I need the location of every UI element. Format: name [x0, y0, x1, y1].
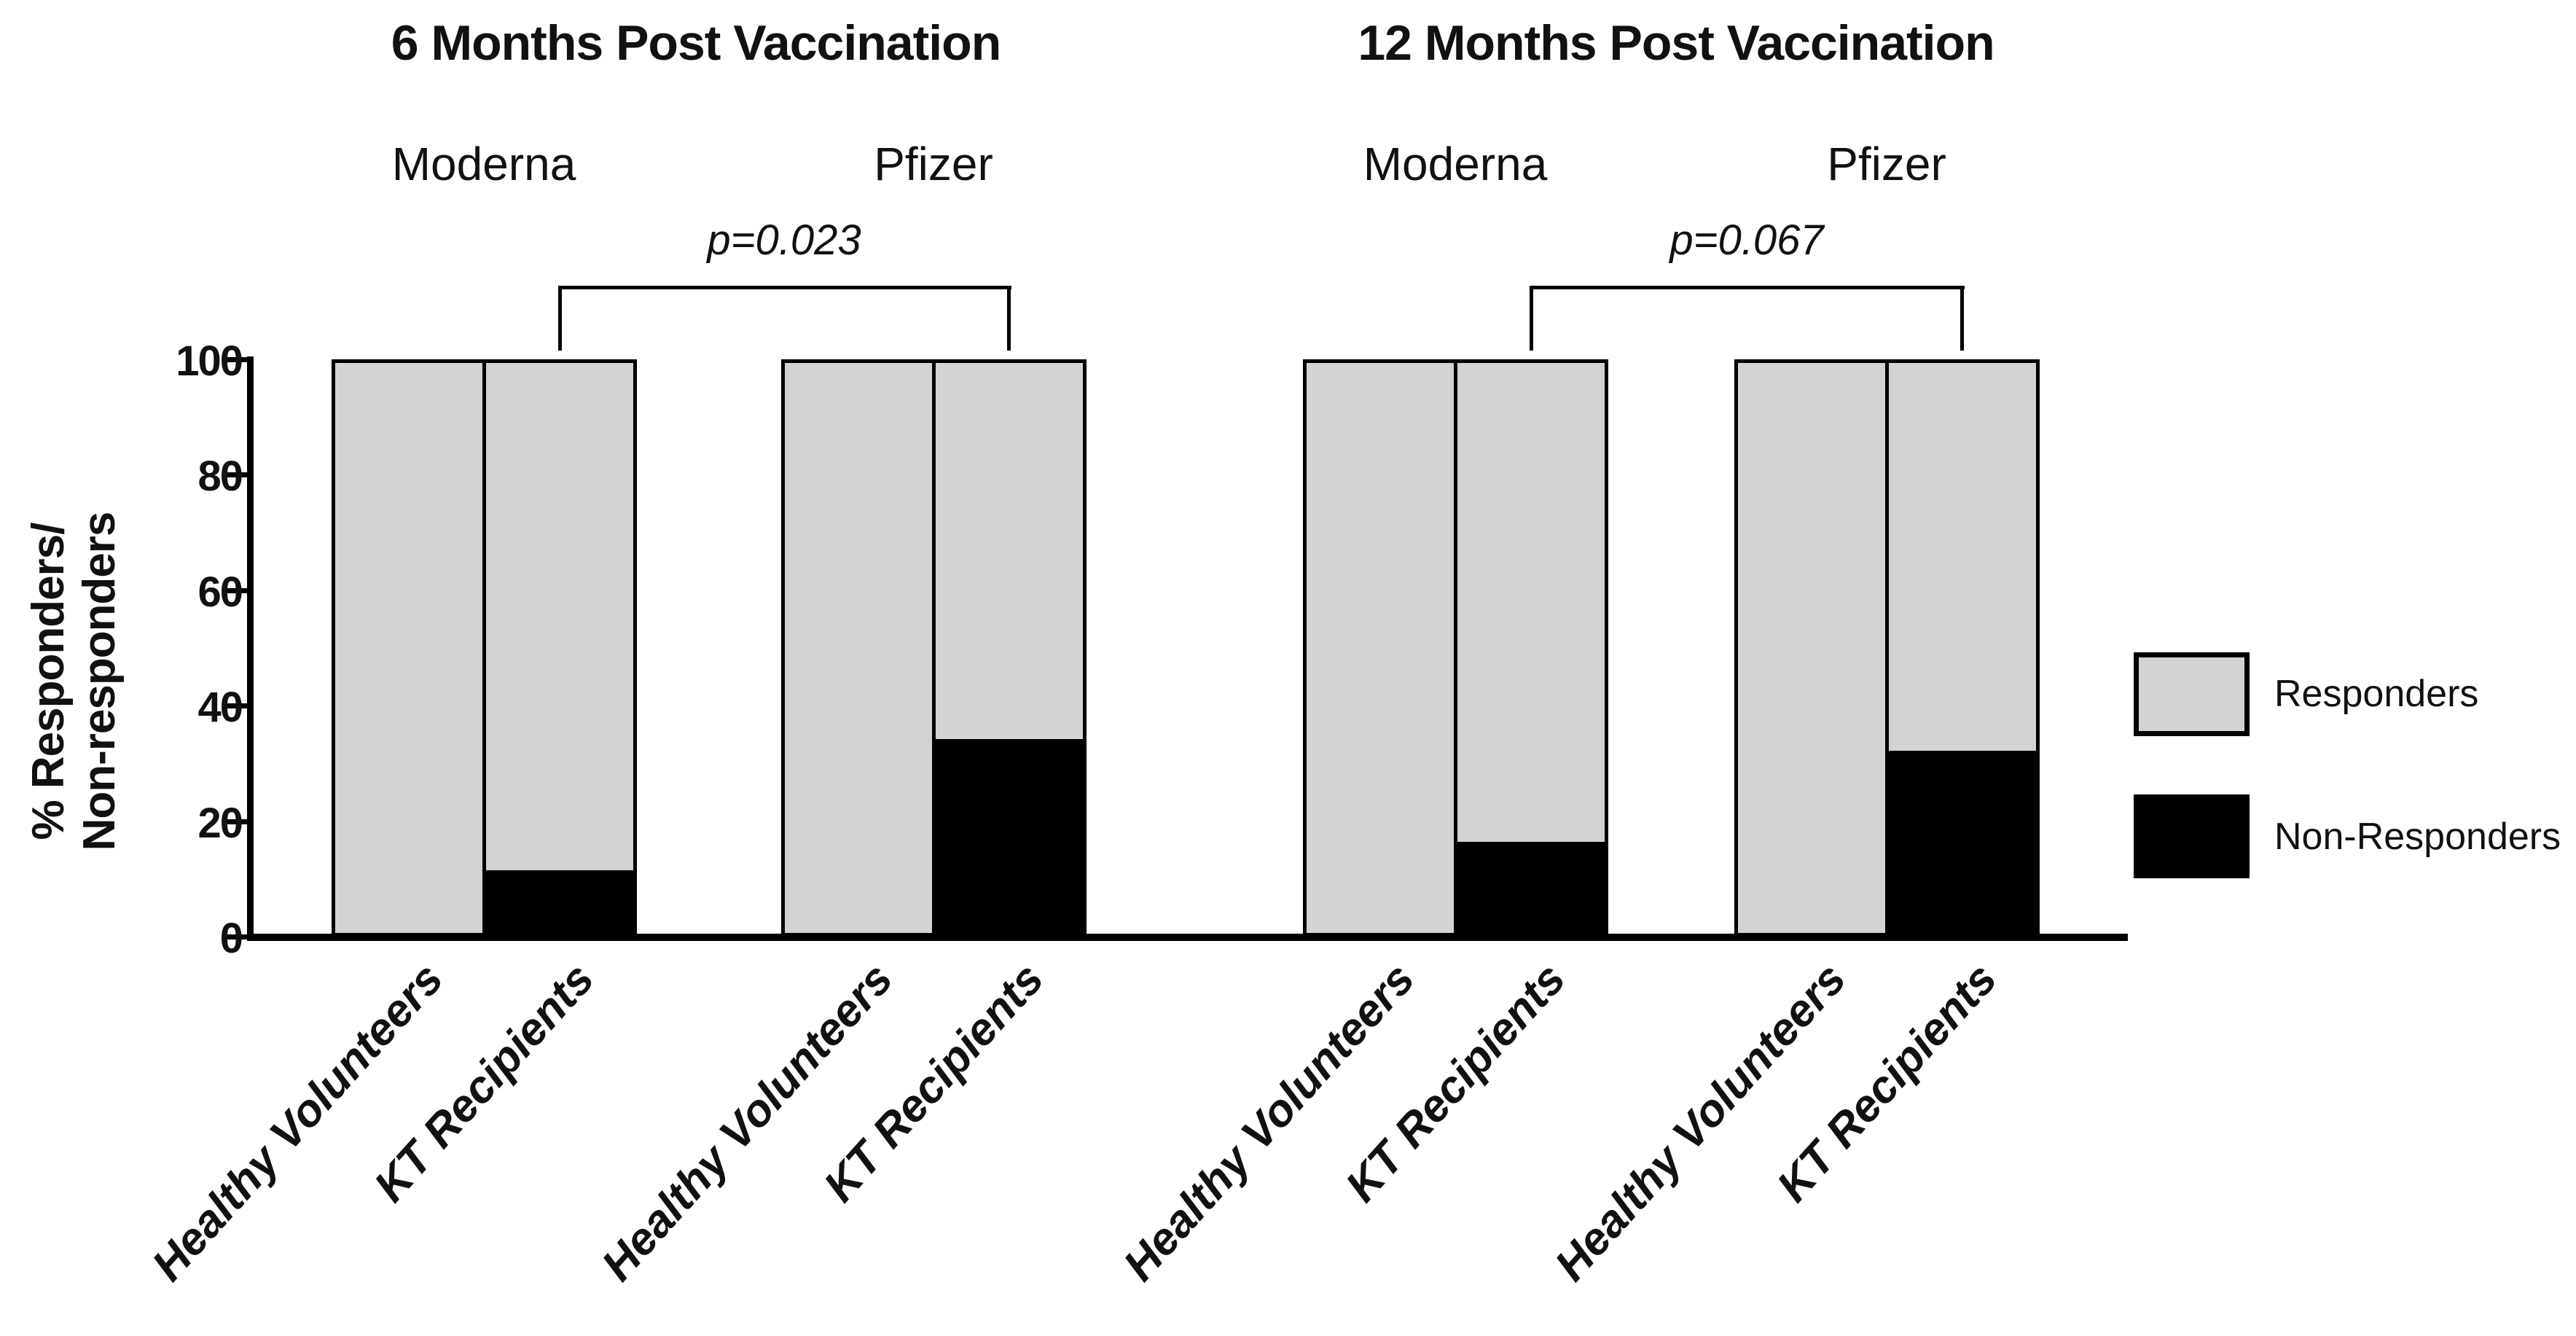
y-axis-line: [247, 356, 254, 941]
non-responders-segment: [936, 739, 1083, 933]
x-category-label-healthy-volunteers: Healthy Volunteers: [1545, 953, 1856, 1291]
significance-bracket-12mo: [1530, 286, 1965, 289]
non-responders-segment: [1889, 751, 2036, 933]
group-label-pfizer-6mo: Pfizer: [874, 138, 993, 190]
panel-title-12-months: 12 Months Post Vaccination: [1358, 15, 1994, 71]
bar-healthy-volunteers-pfizer-6mo: [781, 359, 936, 937]
bar-healthy-volunteers-moderna-6mo: [332, 359, 486, 937]
y-tick-label-40: 40: [197, 684, 243, 731]
p-value-6mo: p=0.023: [707, 216, 861, 264]
bracket-left-leg: [1530, 286, 1533, 351]
y-tick-100: [227, 357, 247, 362]
legend-label-responders: Responders: [2274, 673, 2479, 715]
bracket-left-leg: [558, 286, 562, 351]
bar-kt-recipients-pfizer-12mo: [1885, 359, 2040, 937]
bar-kt-recipients-moderna-6mo: [482, 359, 637, 937]
bar-kt-recipients-pfizer-6mo: [932, 359, 1087, 937]
y-tick-label-80: 80: [197, 453, 243, 500]
legend-swatch-responders: [2134, 652, 2250, 736]
group-label-moderna-6mo: Moderna: [391, 138, 576, 190]
y-tick-label-100: 100: [176, 337, 243, 385]
p-value-12mo: p=0.067: [1669, 216, 1824, 264]
group-label-pfizer-12mo: Pfizer: [1827, 138, 1946, 190]
group-label-moderna-12mo: Moderna: [1363, 138, 1548, 190]
panel-title-6-months: 6 Months Post Vaccination: [391, 15, 1001, 71]
y-tick-80: [227, 472, 247, 477]
y-tick-label-20: 20: [197, 800, 243, 847]
y-tick-40: [227, 703, 247, 708]
legend-label-non-responders: Non-Responders: [2274, 816, 2561, 858]
y-tick-label-0: 0: [219, 915, 243, 962]
x-category-label-healthy-volunteers: Healthy Volunteers: [142, 953, 453, 1291]
legend-swatch-non-responders: [2134, 794, 2250, 878]
y-tick-20: [227, 819, 247, 824]
bracket-right-leg: [1007, 286, 1011, 351]
significance-bracket-6mo: [558, 286, 1011, 289]
y-tick-0: [227, 934, 247, 940]
bar-kt-recipients-moderna-12mo: [1454, 359, 1608, 937]
non-responders-segment: [486, 870, 633, 933]
x-category-label-healthy-volunteers: Healthy Volunteers: [1113, 953, 1425, 1291]
bracket-right-leg: [1960, 286, 1964, 351]
x-axis-line: [247, 934, 2128, 941]
y-tick-60: [227, 588, 247, 593]
bar-healthy-volunteers-moderna-12mo: [1303, 359, 1457, 937]
x-category-label-healthy-volunteers: Healthy Volunteers: [592, 953, 903, 1291]
bar-healthy-volunteers-pfizer-12mo: [1734, 359, 1889, 937]
non-responders-segment: [1457, 842, 1605, 933]
y-tick-label-60: 60: [197, 569, 243, 616]
